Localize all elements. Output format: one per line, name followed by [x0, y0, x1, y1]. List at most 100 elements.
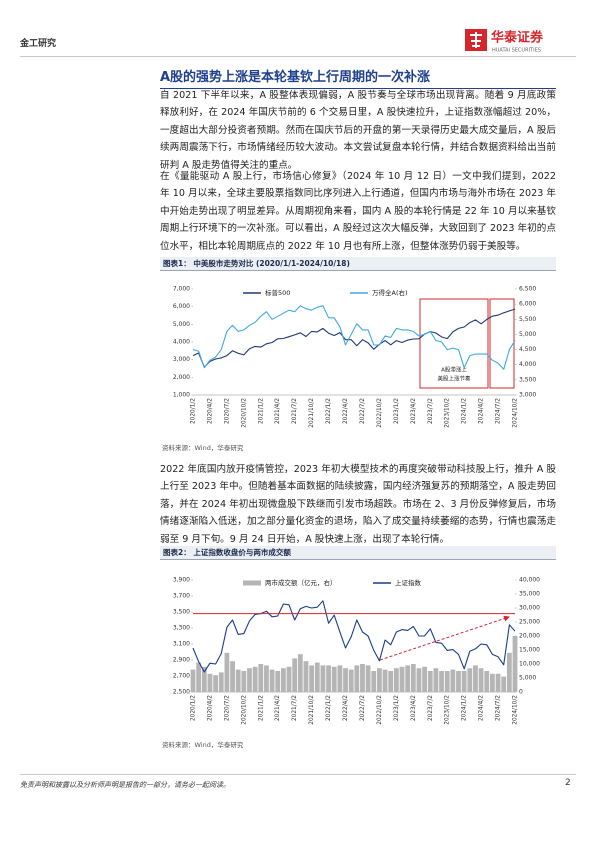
x-tick-label: 2022/7/2 [360, 695, 366, 721]
x-tick-label: 2022/10/2 [377, 695, 383, 725]
x-tick-label: 2021/7/2 [292, 695, 298, 721]
source-note: 资料来源：Wind，华泰研究 [162, 741, 244, 749]
bar [433, 668, 439, 692]
bar [393, 668, 399, 692]
paragraph: 自 2021 下半年以来，A 股整体表现偏弱，A 股节奏与全球市场出现背离。随着… [160, 90, 556, 171]
y-tick-label: 2,000 [173, 374, 190, 381]
y2-tick-label: 3,500 [519, 376, 536, 383]
bar [213, 675, 218, 692]
x-tick-label: 2022/4/2 [343, 398, 349, 424]
bar [416, 668, 422, 692]
y-tick-label: 3,300 [173, 625, 190, 632]
line-series [192, 305, 516, 370]
y2-tick-label: 30,000 [519, 605, 540, 612]
y-tick-label: 3,000 [173, 356, 190, 363]
annotation: 美股上涨节奏 [437, 375, 471, 383]
y2-tick-label: 5,000 [519, 331, 536, 338]
y2-tick-label: 5,000 [519, 675, 536, 682]
y2-tick-label: 15,000 [519, 647, 540, 654]
bar [292, 658, 298, 692]
bar [196, 662, 202, 692]
bar [348, 669, 354, 692]
x-tick-label: 2020/1/2 [191, 695, 197, 721]
bar [495, 673, 501, 692]
y2-tick-label: 20,000 [519, 633, 540, 640]
bar [258, 664, 264, 692]
x-tick-label: 2024/7/2 [496, 695, 502, 721]
legend-label: 上证指数 [395, 578, 422, 587]
bar [286, 666, 292, 692]
x-tick-label: 2021/10/2 [309, 695, 315, 725]
y2-tick-label: 40,000 [519, 577, 540, 584]
x-tick-label: 2021/10/2 [309, 398, 315, 428]
y2-tick-label: 3,000 [519, 392, 536, 399]
bar [427, 671, 433, 692]
bar [456, 671, 461, 692]
bar [230, 661, 235, 692]
line-series [192, 600, 516, 673]
y-tick-label: 3,700 [173, 593, 190, 600]
bar [252, 666, 258, 692]
legend-label: 万得全A(右) [372, 288, 408, 297]
header-rule [20, 56, 576, 57]
y2-tick-label: 4,500 [519, 346, 536, 353]
x-tick-label: 2023/1/2 [394, 695, 400, 721]
bar [241, 671, 247, 692]
bar [320, 665, 326, 692]
x-tick-label: 2024/1/2 [462, 398, 468, 424]
bar [365, 665, 371, 692]
y-tick-label: 2,500 [173, 689, 190, 696]
chart: A股滞涨上 美股上涨节奏 1,000 2,000 3,000 4,000 5,000 6,… [173, 286, 537, 428]
trend-arrow [379, 615, 510, 661]
y2-tick-label: 5,500 [519, 316, 536, 323]
bar [303, 661, 309, 692]
bar [405, 665, 411, 692]
y-tick-label: 3,500 [173, 609, 190, 616]
bar [280, 668, 286, 692]
bar [506, 652, 512, 692]
bar [218, 672, 224, 692]
bar [444, 671, 450, 692]
legend-swatch [243, 580, 261, 586]
bar [501, 676, 507, 692]
y2-tick-label: 25,000 [519, 619, 540, 626]
x-tick-label: 2021/7/2 [292, 398, 298, 424]
bar [354, 665, 360, 692]
y-tick-label: 3,900 [173, 577, 190, 584]
bar [264, 665, 269, 692]
bar [326, 665, 331, 692]
x-tick-label: 2022/7/2 [360, 398, 366, 424]
bar [235, 669, 241, 692]
bar [410, 664, 416, 692]
y-tick-label: 5,000 [173, 321, 190, 328]
y-tick-label: 2,700 [173, 673, 190, 680]
x-tick-label: 2024/10/2 [513, 398, 519, 428]
y2-tick-label: 35,000 [519, 591, 540, 598]
x-tick-label: 2020/1/2 [191, 398, 197, 424]
highlight-box [419, 298, 489, 389]
bar [343, 668, 348, 692]
bar [490, 673, 495, 692]
x-tick-label: 2022/10/2 [377, 398, 383, 428]
section-label: 金工研究 [20, 39, 57, 49]
x-tick-label: 2020/4/2 [207, 695, 213, 721]
bar [331, 666, 337, 692]
y-tick-label: 1,000 [173, 392, 190, 399]
bar [275, 671, 281, 692]
bar [388, 671, 394, 692]
bar [422, 666, 428, 692]
x-tick-label: 2021/4/2 [275, 695, 281, 721]
bar [297, 654, 303, 692]
x-tick-label: 2021/1/2 [258, 695, 264, 721]
y2-tick-label: 6,000 [519, 301, 536, 308]
footer-rule [20, 774, 576, 775]
figure-caption: 图表1： 中美股市走势对比 (2020/1/1-2024/10/18) [160, 257, 556, 271]
logo-en: HUATAI SECURITIES [492, 48, 541, 54]
figure-caption: 图表2： 上证指数收盘价与两市成交额 [160, 546, 556, 560]
page-number: 2 [565, 778, 571, 788]
x-tick-label: 2020/10/2 [241, 398, 247, 428]
x-tick-label: 2023/10/2 [445, 398, 451, 428]
x-tick-label: 2023/10/2 [445, 695, 451, 725]
line-series [192, 308, 516, 368]
x-tick-label: 2023/4/2 [411, 398, 417, 424]
